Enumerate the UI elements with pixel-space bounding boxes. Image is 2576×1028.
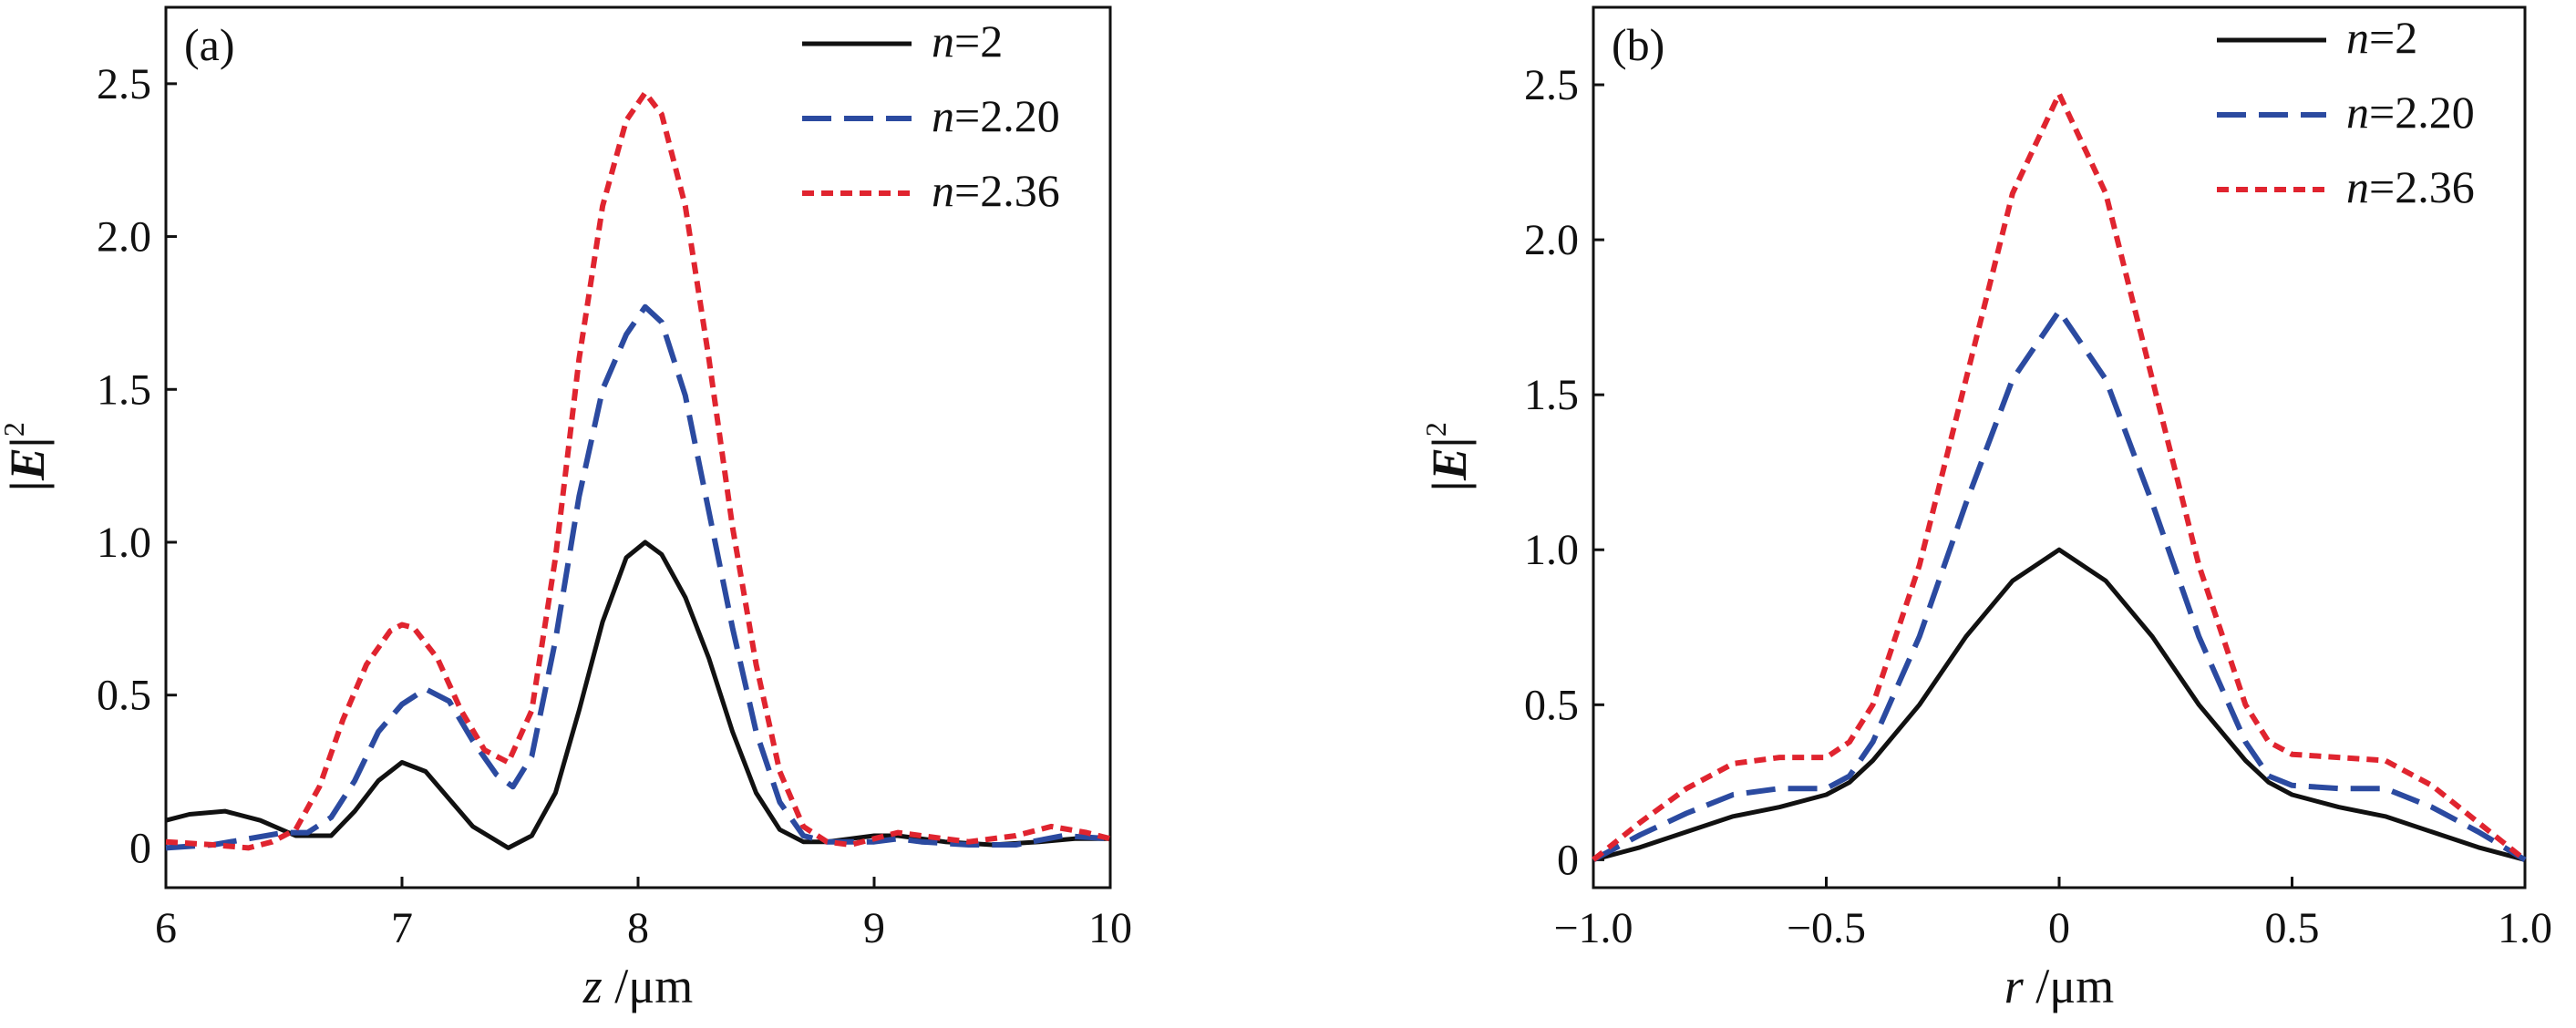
- legend-label: n=2.20: [932, 90, 1060, 141]
- series-line-n-2: [1592, 547, 2526, 862]
- y-axis-label: |E|2: [0, 422, 55, 491]
- y-axis-label-group: |E|2: [1419, 422, 1477, 491]
- series-line-n-2-36: [165, 89, 1111, 851]
- y-axis-label-group: |E|2: [0, 422, 55, 491]
- x-tick-label: −1.0: [1553, 904, 1633, 952]
- panel-label: (a): [184, 19, 235, 70]
- y-axis-label: |E|2: [1419, 422, 1477, 491]
- y-tick-label: 0: [1557, 836, 1579, 884]
- x-tick-label: 0.5: [2265, 904, 2320, 952]
- series-line-n-2-20: [165, 303, 1111, 851]
- x-tick-label: 7: [391, 904, 413, 952]
- x-axis-label: z /μm: [582, 959, 693, 1013]
- y-tick-label: 1.0: [1524, 526, 1579, 574]
- y-tick-label: 2.0: [97, 213, 151, 262]
- y-tick-label: 1.5: [1524, 371, 1579, 419]
- plot-frame: [1592, 5, 2527, 889]
- x-tick-label: 8: [627, 904, 649, 952]
- chart-panel-a: 6 7 8 9 10 0 0.5 1.0 1.5 2.0 2.5 z /μm |E|2 (a) n=2 n=2…: [0, 5, 1132, 1013]
- x-tick-label: 9: [863, 904, 885, 952]
- y-tick-label: 2.5: [97, 60, 151, 108]
- y-tick-label: 0.5: [97, 672, 151, 720]
- x-tick-label: 0: [2048, 904, 2070, 952]
- legend-label: n=2.36: [932, 165, 1060, 216]
- legend-label: n=2.36: [2346, 161, 2475, 212]
- y-tick-label: 0: [129, 824, 151, 872]
- y-tick-label: 2.0: [1524, 216, 1579, 264]
- chart-panel-b: −1.0 −0.5 0 0.5 1.0 0 0.5 1.0 1.5 2.0 2.5 r /μm |E|2…: [1419, 5, 2552, 1013]
- y-tick-label: 0.5: [1524, 681, 1579, 729]
- x-tick-label: 6: [155, 904, 177, 952]
- x-tick-label: 10: [1088, 904, 1132, 952]
- panel-label: (b): [1612, 19, 1664, 70]
- legend-label: n=2.20: [2346, 87, 2475, 138]
- legend-label: n=2: [2346, 12, 2417, 63]
- y-tick-label: 1.5: [97, 365, 151, 414]
- x-axis-label: r /μm: [2004, 959, 2114, 1013]
- x-tick-label: −0.5: [1787, 904, 1866, 952]
- series-line-n-2-36: [1592, 91, 2527, 862]
- x-tick-label: 1.0: [2498, 904, 2552, 952]
- series-line-n-2-20: [1592, 308, 2527, 863]
- series-line-n-2: [165, 540, 1110, 850]
- y-tick-label: 1.0: [97, 519, 151, 567]
- legend-label: n=2: [932, 15, 1003, 67]
- y-tick-label: 2.5: [1524, 61, 1579, 109]
